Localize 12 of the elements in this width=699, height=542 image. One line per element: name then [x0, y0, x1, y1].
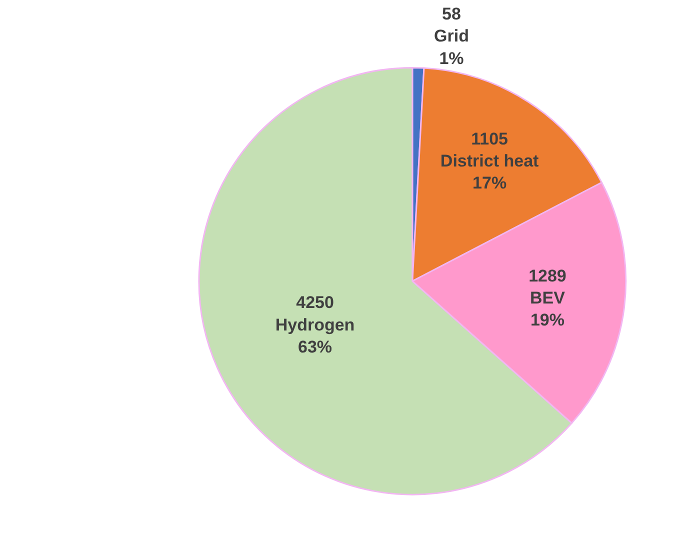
slice-label: Hydrogen: [275, 315, 355, 334]
slice-label: Grid: [434, 26, 469, 46]
text: 17%: [472, 174, 507, 193]
data-label: 1289: [528, 266, 566, 286]
data-label: 58: [442, 4, 461, 24]
data-label: 4250: [296, 293, 334, 312]
slice-label: District heat: [440, 152, 540, 171]
text: 19%: [530, 310, 564, 330]
slice-label: BEV: [530, 288, 566, 308]
text: 63%: [298, 337, 332, 356]
data-label: 1105: [471, 130, 508, 149]
text: 1%: [439, 48, 464, 68]
